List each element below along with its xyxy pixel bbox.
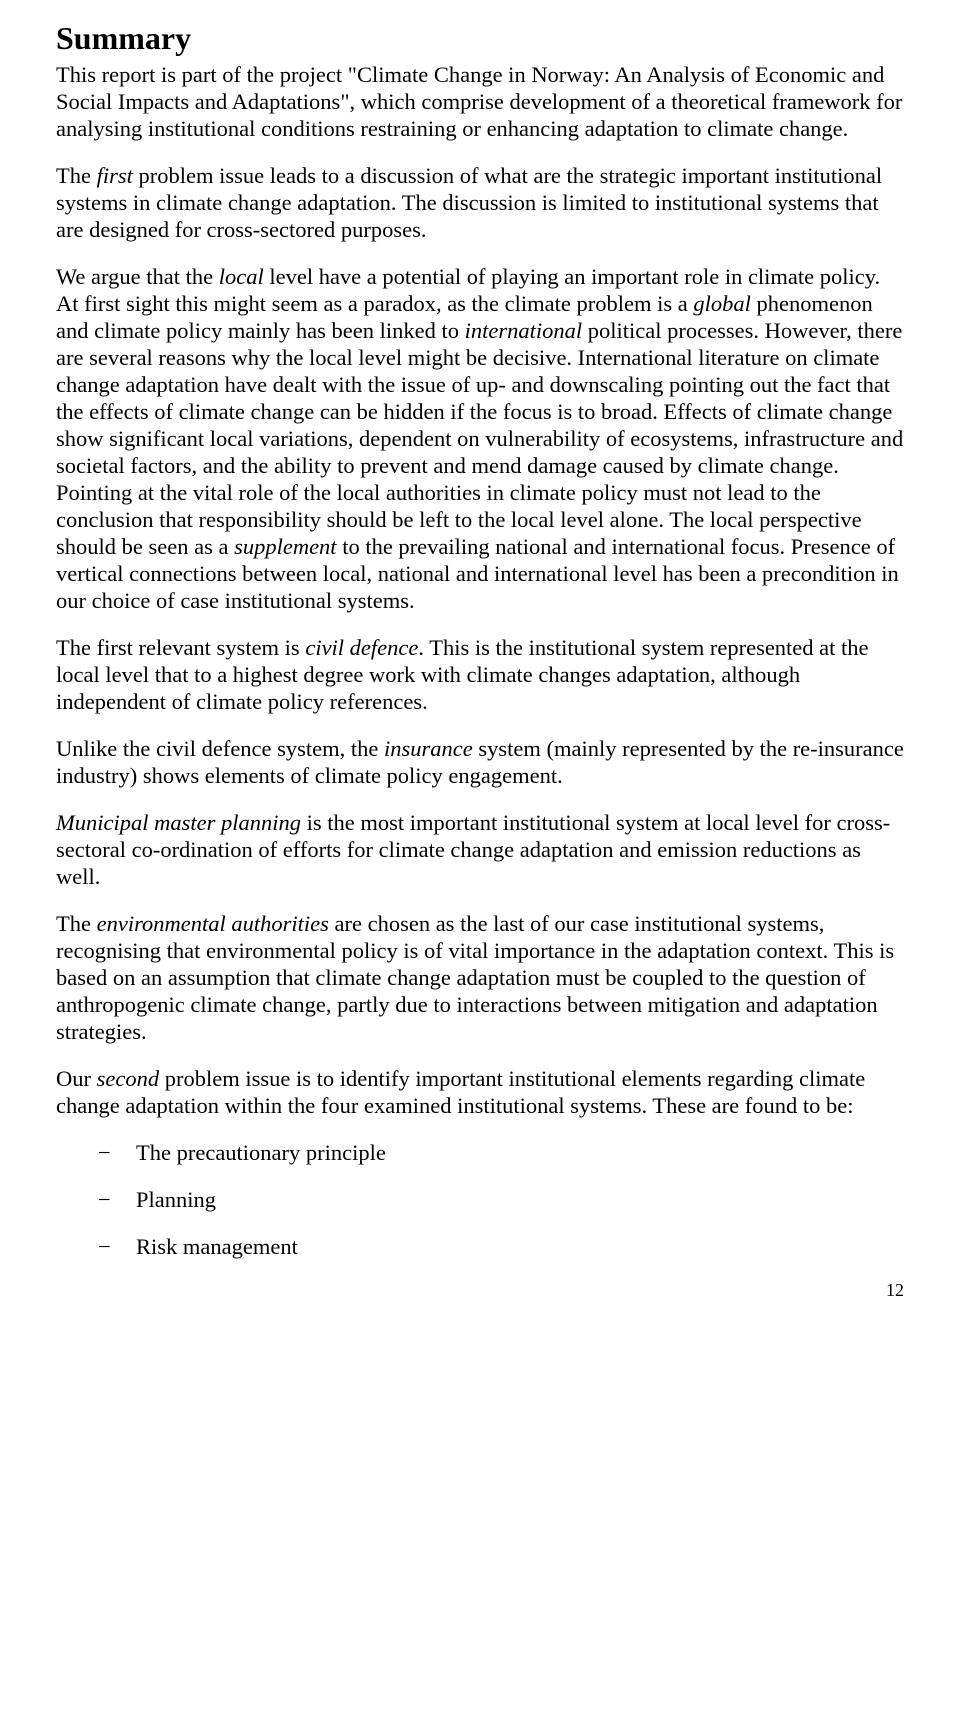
emphasis-global: global <box>693 291 751 316</box>
list-item: Risk management <box>56 1233 904 1260</box>
text: The <box>56 911 97 936</box>
paragraph-civil-defence: The first relevant system is civil defen… <box>56 634 904 715</box>
text: This report is part of the project "Clim… <box>56 62 902 141</box>
list-item: Planning <box>56 1186 904 1213</box>
page-number: 12 <box>56 1280 904 1301</box>
document-page: Summary This report is part of the proje… <box>0 0 960 1331</box>
text: We argue that the <box>56 264 219 289</box>
text: problem issue is to identify important i… <box>56 1066 865 1118</box>
list-item: The precautionary principle <box>56 1139 904 1166</box>
emphasis-civil-defence: civil defence <box>305 635 418 660</box>
paragraph-second-problem: Our second problem issue is to identify … <box>56 1065 904 1119</box>
emphasis-municipal: Municipal master planning <box>56 810 301 835</box>
paragraph-insurance: Unlike the civil defence system, the ins… <box>56 735 904 789</box>
text: Our <box>56 1066 97 1091</box>
emphasis-environmental: environmental authorities <box>97 911 329 936</box>
emphasis-supplement: supplement <box>234 534 336 559</box>
paragraph-first-problem: The first problem issue leads to a discu… <box>56 162 904 243</box>
paragraph-municipal-planning: Municipal master planning is the most im… <box>56 809 904 890</box>
text: The <box>56 163 97 188</box>
emphasis-international: international <box>465 318 583 343</box>
emphasis-local: local <box>219 264 264 289</box>
paragraph-intro: This report is part of the project "Clim… <box>56 61 904 142</box>
emphasis-second: second <box>97 1066 159 1091</box>
bullet-list: The precautionary principle Planning Ris… <box>56 1139 904 1260</box>
page-title: Summary <box>56 20 904 57</box>
emphasis-first: first <box>97 163 133 188</box>
emphasis-insurance: insurance <box>384 736 473 761</box>
text: political processes. However, there are … <box>56 318 903 559</box>
paragraph-local-level: We argue that the local level have a pot… <box>56 263 904 614</box>
text: problem issue leads to a discussion of w… <box>56 163 882 242</box>
text: Unlike the civil defence system, the <box>56 736 384 761</box>
text: The first relevant system is <box>56 635 305 660</box>
paragraph-environmental: The environmental authorities are chosen… <box>56 910 904 1045</box>
